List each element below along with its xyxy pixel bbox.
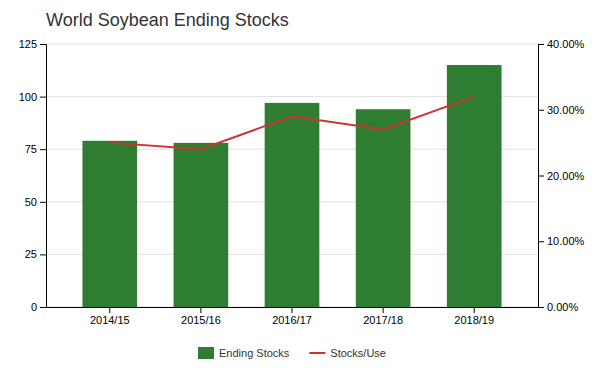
bar xyxy=(82,141,137,307)
y-tick-mark xyxy=(40,307,46,308)
y-tick-label: 50 xyxy=(25,196,37,208)
y2-tick-label: 40.00% xyxy=(547,38,585,50)
x-tick-label: 2017/18 xyxy=(363,314,403,326)
y2-axis: 0.00% 10.00% 20.00% 30.00% 40.00% xyxy=(538,38,585,313)
y-axis: 0 25 50 75 100 125 xyxy=(19,38,47,313)
legend-item: Ending Stocks xyxy=(198,347,290,359)
x-tick-label: 2018/19 xyxy=(454,314,494,326)
chart: 2014/15 2015/16 2016/17 2017/18 2018/19 0 25 50… xyxy=(0,0,600,371)
y-tick-mark xyxy=(40,202,46,203)
bar-series xyxy=(82,65,501,307)
y2-tick-mark xyxy=(538,110,544,111)
bar xyxy=(265,103,320,307)
line xyxy=(110,97,474,150)
grid-line xyxy=(46,44,538,45)
y2-tick-mark xyxy=(538,241,544,242)
legend-swatch xyxy=(309,352,325,354)
x-axis: 2014/15 2015/16 2016/17 2017/18 2018/19 xyxy=(47,307,539,326)
marks xyxy=(82,65,501,307)
legend-label: Stocks/Use xyxy=(330,347,386,359)
legend-item: Stocks/Use xyxy=(309,347,386,359)
y-tick: 50 xyxy=(25,196,46,208)
y-tick-mark xyxy=(40,254,46,255)
y-tick: 25 xyxy=(25,248,46,260)
axis-line xyxy=(40,45,47,308)
grid xyxy=(46,44,538,307)
x-tick: 2014/15 xyxy=(90,307,130,326)
y-tick-label: 25 xyxy=(25,248,37,260)
y2-tick-label: 0.00% xyxy=(547,301,578,313)
x-tick-label: 2015/16 xyxy=(181,314,221,326)
x-tick-mark xyxy=(200,307,201,313)
y2-tick-mark xyxy=(538,176,544,177)
y2-tick: 0.00% xyxy=(538,301,578,313)
x-tick-mark xyxy=(474,307,475,313)
y2-tick-label: 20.00% xyxy=(547,170,585,182)
y2-tick-mark xyxy=(538,44,544,45)
y-tick: 100 xyxy=(19,91,46,103)
y2-tick-label: 30.00% xyxy=(547,104,585,116)
legend-swatch xyxy=(198,347,214,359)
y2-tick: 20.00% xyxy=(538,170,585,182)
x-tick-mark xyxy=(292,307,293,313)
legend: Ending Stocks Stocks/Use xyxy=(198,347,386,359)
y-tick-mark xyxy=(40,149,46,150)
x-tick-mark xyxy=(383,307,384,313)
y-tick-label: 100 xyxy=(19,91,37,103)
y2-tick: 30.00% xyxy=(538,104,585,116)
x-tick-label: 2014/15 xyxy=(90,314,130,326)
legend-label: Ending Stocks xyxy=(219,347,290,359)
y-tick-label: 0 xyxy=(31,301,37,313)
y2-tick-label: 10.00% xyxy=(547,235,585,247)
x-tick: 2015/16 xyxy=(181,307,221,326)
bar xyxy=(356,109,411,307)
axis-line xyxy=(539,45,545,308)
y-tick: 125 xyxy=(19,38,46,50)
x-tick-label: 2016/17 xyxy=(272,314,312,326)
x-tick: 2016/17 xyxy=(272,307,312,326)
x-tick: 2017/18 xyxy=(363,307,403,326)
y-tick-mark xyxy=(40,97,46,98)
title: World Soybean Ending Stocks xyxy=(46,10,289,30)
y-tick: 0 xyxy=(31,301,46,313)
y-tick-label: 125 xyxy=(19,38,37,50)
bar xyxy=(447,65,502,307)
y-tick-label: 75 xyxy=(25,143,37,155)
y2-tick: 40.00% xyxy=(538,38,585,50)
y-tick-mark xyxy=(40,44,46,45)
x-tick-mark xyxy=(109,307,110,313)
y-tick: 75 xyxy=(25,143,46,155)
plot-area: 2014/15 2015/16 2016/17 2017/18 2018/19 0 25 50… xyxy=(19,38,585,326)
bar xyxy=(174,143,229,307)
y2-tick: 10.00% xyxy=(538,235,585,247)
x-tick: 2018/19 xyxy=(454,307,494,326)
y2-tick-mark xyxy=(538,307,544,308)
